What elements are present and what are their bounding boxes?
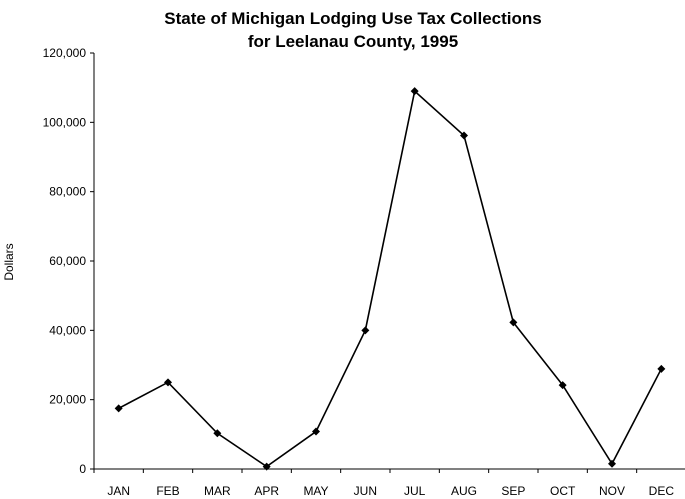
data-point-marker — [213, 429, 222, 438]
x-tick-label: JUL — [404, 484, 426, 498]
data-point-marker — [558, 381, 567, 390]
x-tick-label: APR — [254, 484, 279, 498]
y-tick-label: 80,000 — [49, 185, 86, 199]
plot-area — [114, 87, 666, 471]
x-tick-label: JAN — [107, 484, 130, 498]
x-tick-label: JUN — [354, 484, 377, 498]
axes: 0 20,000 40,000 60,000 80,000 100,000 120,000 J… — [43, 46, 685, 498]
data-point-marker — [460, 131, 468, 140]
data-point-marker — [361, 326, 370, 335]
x-tick-label: SEP — [501, 484, 525, 498]
x-tick-label: NOV — [599, 484, 625, 498]
y-tick-label: 120,000 — [43, 46, 87, 60]
x-tick-label: OCT — [550, 484, 576, 498]
x-tick-label: MAY — [303, 484, 328, 498]
y-tick-label: 0 — [79, 462, 86, 476]
x-tick-label: FEB — [156, 484, 179, 498]
y-axis-label: Dollars — [2, 243, 16, 280]
data-point-marker — [114, 404, 123, 413]
data-point-marker — [262, 462, 271, 471]
data-point-marker — [312, 427, 320, 436]
y-tick-label: 60,000 — [49, 254, 86, 268]
y-tick-label: 20,000 — [49, 393, 86, 407]
data-point-marker — [164, 378, 172, 387]
y-tick-label: 100,000 — [43, 115, 87, 129]
data-point-marker — [657, 364, 666, 373]
chart-title-line-1: State of Michigan Lodging Use Tax Collec… — [164, 9, 542, 28]
series-line — [118, 89, 663, 468]
y-tick-label: 40,000 — [49, 323, 86, 337]
chart-title-line-2: for Leelanau County, 1995 — [248, 32, 458, 51]
x-tick-label: AUG — [451, 484, 477, 498]
data-point-marker — [509, 318, 518, 327]
data-point-marker — [410, 87, 419, 96]
data-point-marker — [608, 459, 616, 468]
x-tick-label: MAR — [204, 484, 231, 498]
x-tick-label: DEC — [649, 484, 675, 498]
